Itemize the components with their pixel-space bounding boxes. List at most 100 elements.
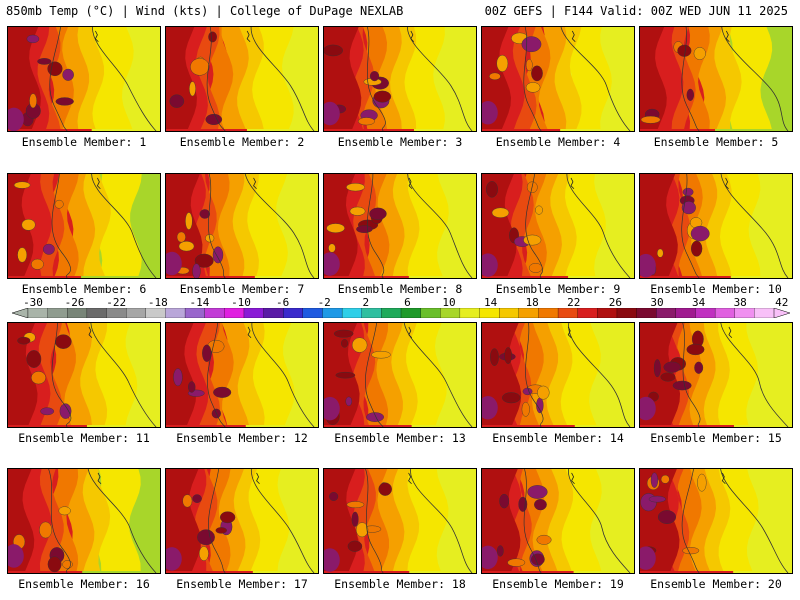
colorbar-tick-label: -10 (231, 296, 251, 309)
temperature-band (482, 174, 517, 277)
hot-spot (13, 181, 31, 189)
hot-spot (347, 540, 363, 552)
hot-spot (329, 492, 339, 501)
temperature-field-map (8, 27, 160, 131)
boundary-line (251, 323, 315, 427)
temperature-field-map (482, 469, 634, 573)
hot-spot (212, 246, 224, 264)
colorbar-segment (283, 308, 304, 318)
temperature-field-map (482, 323, 634, 427)
boundary-line (87, 469, 157, 573)
colorbar-segment (440, 308, 461, 318)
temperature-band (682, 469, 717, 572)
ensemble-member-label: Ensemble Member: 4 (495, 135, 621, 149)
boundary-line (568, 469, 631, 573)
ensemble-map-panel (165, 173, 319, 279)
hot-spot (522, 387, 533, 396)
hot-spot (373, 90, 392, 103)
hot-spot (351, 337, 368, 353)
hot-spot (499, 493, 510, 509)
hot-spot (521, 36, 542, 53)
hot-spot (502, 392, 521, 404)
hot-spot (491, 207, 510, 218)
colorbar-tick-label: -2 (317, 296, 331, 309)
coastline-detail (725, 177, 729, 189)
hot-spot (219, 511, 236, 524)
ensemble-map-panel (7, 173, 161, 279)
boundary-line (406, 27, 473, 131)
extreme-heat-pocket (8, 107, 24, 131)
colorbar-tick-label: -14 (189, 296, 210, 309)
temperature-band (8, 174, 34, 277)
page-title: 850mb Temp (°C) | Wind (kts) | College o… (6, 4, 404, 18)
colorbar-segment (597, 308, 618, 318)
boundary-line (403, 323, 473, 427)
temperature-field-map (324, 174, 476, 278)
hot-spot (26, 350, 42, 368)
hot-spot (31, 371, 46, 385)
model-run-info: 00Z GEFS | F144 Valid: 00Z WED JUN 11 20… (484, 4, 788, 18)
coastline-detail (97, 472, 102, 484)
colorbar-segment (557, 308, 579, 318)
hot-spot (213, 386, 232, 398)
hot-spot (185, 212, 193, 230)
boundary-line (523, 27, 542, 131)
colorbar-segment (184, 308, 206, 318)
hot-spot (198, 546, 209, 561)
boundary-line (51, 323, 72, 427)
hot-spot (653, 359, 661, 378)
ensemble-member-label: Ensemble Member: 5 (653, 135, 779, 149)
ensemble-member-label: Ensemble Member: 3 (337, 135, 463, 149)
hot-spot (55, 97, 74, 106)
colorbar-segment (67, 308, 88, 318)
ensemble-member-label: Ensemble Member: 9 (495, 282, 621, 296)
colorbar-tick-label: 14 (483, 296, 498, 309)
hot-spot (54, 199, 64, 209)
ensemble-map-panel (323, 468, 477, 574)
hot-spot (349, 206, 366, 216)
hot-spot (648, 495, 666, 503)
hot-spot (29, 93, 37, 109)
colorbar-tick-label: -22 (106, 296, 127, 309)
hot-spot (47, 61, 63, 77)
hot-spot (192, 263, 201, 278)
coastline-detail (96, 177, 101, 189)
hot-spot (489, 72, 501, 80)
boundary-line (90, 323, 157, 427)
hot-spot (369, 207, 387, 220)
colorbar-tick-label: 2 (362, 296, 370, 309)
hot-spot (324, 44, 343, 57)
boundary-line (681, 27, 700, 131)
colorbar-segment (322, 308, 343, 318)
colorbar-segment (675, 308, 696, 318)
boundary-line (560, 27, 631, 131)
ensemble-member-label: Ensemble Member: 15 (650, 431, 782, 445)
boundary-line (407, 174, 473, 278)
colorbar-segment (459, 308, 480, 318)
temperature-band (640, 174, 678, 277)
hot-spot (691, 240, 703, 257)
extreme-heat-pocket (166, 547, 182, 571)
hot-spot (378, 482, 392, 496)
boundary-line (365, 323, 384, 427)
hot-spot (59, 403, 72, 419)
extreme-heat-pocket (324, 548, 340, 572)
extreme-heat-pocket (324, 252, 340, 276)
temperature-field-map (640, 469, 792, 573)
ensemble-map-panel (481, 322, 635, 428)
ensemble-member-label: Ensemble Member: 16 (18, 577, 150, 591)
ensemble-member-label: Ensemble Member: 12 (176, 431, 308, 445)
colorbar-tick-label: 38 (733, 296, 747, 309)
ensemble-map-panel (165, 26, 319, 132)
hot-spot (485, 181, 498, 198)
hot-spot (178, 241, 195, 252)
temperature-field-map (8, 174, 160, 278)
hot-spot (333, 329, 354, 338)
ensemble-map-panel (323, 322, 477, 428)
colorbar-segment (400, 308, 422, 318)
coastline-detail (408, 326, 413, 338)
hot-spot (356, 225, 373, 233)
colorbar-tick-label: -6 (275, 296, 290, 309)
ensemble-map-panel (481, 173, 635, 279)
coastline-detail (256, 472, 260, 484)
